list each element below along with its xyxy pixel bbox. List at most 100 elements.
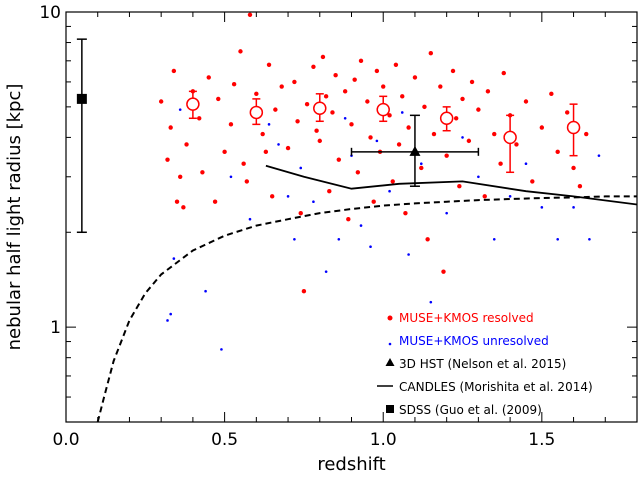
legend: MUSE+KMOS resolved MUSE+KMOS unresolved 3D…: [377, 311, 593, 417]
resolved-point: [476, 107, 481, 112]
y-tick-label: 10: [39, 3, 61, 23]
unresolved-point: [267, 123, 271, 126]
binned-point: [376, 102, 390, 117]
resolved-point: [466, 138, 472, 144]
resolved-point: [355, 170, 361, 175]
resolved-point: [514, 142, 519, 147]
legend-label: MUSE+KMOS unresolved: [399, 334, 549, 348]
resolved-point: [371, 199, 376, 204]
unresolved-point: [337, 237, 341, 241]
resolved-point: [228, 122, 234, 127]
unresolved-point: [369, 245, 372, 248]
unresolved-point: [477, 175, 480, 179]
unresolved-point: [461, 136, 464, 139]
resolved-point: [539, 125, 545, 130]
resolved-point: [260, 131, 265, 137]
unresolved-point: [407, 253, 410, 256]
resolved-point: [330, 110, 335, 115]
resolved-point: [406, 125, 411, 130]
resolved-point: [231, 82, 237, 87]
binned-point: [313, 101, 327, 115]
resolved-point: [212, 199, 218, 204]
unresolved-point: [359, 224, 363, 227]
unresolved-point: [166, 319, 169, 322]
resolved-point: [349, 122, 354, 127]
resolved-point: [441, 269, 446, 274]
y-axis-label: nebular half light radius [kpc]: [4, 84, 25, 351]
x-tick-label: 0.0: [52, 430, 79, 450]
resolved-point: [358, 58, 364, 64]
resolved-point: [387, 113, 392, 118]
resolved-point: [419, 165, 424, 171]
x-axis-label: redshift: [317, 454, 385, 475]
resolved-point: [304, 101, 310, 107]
legend-red-dot: [387, 315, 393, 321]
resolved-point: [365, 99, 370, 104]
resolved-point: [336, 157, 342, 162]
unresolved-point: [169, 312, 172, 316]
resolved-point: [482, 194, 487, 199]
resolved-point: [216, 96, 221, 102]
resolved-point: [425, 237, 430, 242]
resolved-point: [346, 217, 351, 222]
resolved-point: [241, 161, 246, 166]
unresolved-point: [492, 237, 496, 241]
resolved-point: [206, 75, 211, 80]
resolved-point: [444, 153, 449, 158]
resolved-point: [269, 194, 275, 199]
resolved-point: [400, 94, 405, 99]
unresolved-point: [248, 217, 252, 221]
binned-point: [439, 111, 454, 126]
resolved-point: [254, 91, 259, 97]
resolved-point: [178, 174, 183, 179]
axes-layer: 0.0 0.5 1.0 1.5 1 10: [39, 3, 637, 450]
resolved-point: [422, 104, 427, 110]
binned-point: [566, 120, 581, 135]
resolved-point: [457, 184, 462, 189]
resolved-point: [565, 110, 570, 115]
resolved-point: [295, 119, 300, 124]
binned-point: [503, 130, 517, 145]
resolved-point: [352, 77, 357, 82]
unresolved-point: [293, 237, 296, 241]
resolved-point: [327, 188, 332, 194]
resolved-point: [571, 165, 576, 171]
resolved-point: [181, 205, 186, 210]
dashed-limit-curve: [96, 195, 637, 422]
y-tick-label: 1: [50, 318, 61, 338]
resolved-point: [438, 84, 443, 89]
candles-line: [265, 164, 637, 206]
unresolved-point: [445, 211, 448, 215]
resolved-point: [174, 199, 180, 204]
resolved-point: [184, 142, 189, 147]
resolved-point: [266, 62, 272, 67]
unresolved-point: [312, 200, 315, 204]
resolved-point: [342, 89, 348, 94]
unresolved-point: [204, 289, 207, 293]
x-tick-label: 1.0: [370, 430, 397, 450]
resolved-point: [428, 51, 434, 56]
resolved-point: [165, 157, 170, 162]
unresolved-point: [388, 189, 391, 193]
legend-label: MUSE+KMOS resolved: [399, 311, 534, 325]
resolved-point: [168, 125, 173, 130]
binned-point: [249, 105, 264, 120]
resolved-point: [368, 135, 373, 140]
unresolved-point: [220, 348, 223, 351]
unresolved-point: [540, 206, 544, 209]
unresolved-point: [588, 237, 591, 241]
resolved-point: [450, 68, 456, 74]
resolved-point: [244, 179, 250, 184]
resolved-point: [469, 79, 475, 85]
resolved-point: [577, 184, 583, 189]
resolved-point: [158, 99, 164, 104]
resolved-point: [374, 68, 380, 74]
binned-point: [186, 97, 200, 111]
unresolved-point: [400, 111, 404, 114]
resolved-point: [523, 99, 529, 104]
legend-label: SDSS (Guo et al. (2009): [399, 403, 542, 417]
legend-label: 3D HST (Nelson et al. 2015): [399, 357, 566, 371]
unresolved-point: [419, 162, 423, 166]
unresolved-point: [299, 166, 303, 170]
unresolved-point: [324, 270, 328, 273]
